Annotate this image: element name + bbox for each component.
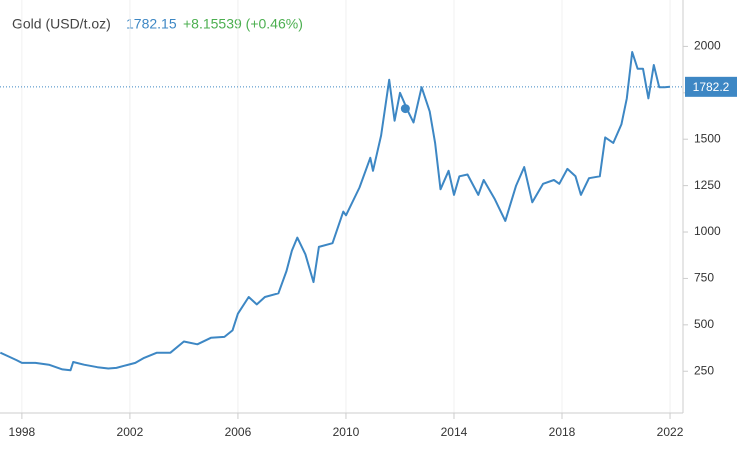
x-tick-label: 2002 (117, 425, 144, 439)
x-tick-label: 2010 (333, 425, 360, 439)
price: 1782.15 (126, 16, 177, 32)
y-tick-label: 750 (694, 271, 714, 285)
price-line (0, 51, 671, 372)
x-tick-label: 2022 (657, 425, 684, 439)
y-tick-label: 1250 (694, 178, 721, 192)
x-tick-label: 2014 (441, 425, 468, 439)
chart-title: Gold (USD/t.oz) (12, 16, 111, 32)
highlight-point (400, 104, 410, 114)
x-tick-label: 1998 (9, 425, 36, 439)
y-tick-label: 250 (694, 363, 714, 377)
change: +8.15539 (+0.46%) (183, 16, 303, 32)
y-tick-label: 500 (694, 317, 714, 331)
last-value-box (685, 76, 737, 97)
x-tick-label: 2006 (225, 425, 252, 439)
last-value-label: 1782.2 (693, 80, 730, 94)
x-tick-label: 2018 (549, 425, 576, 439)
y-tick-label: 2000 (694, 39, 721, 53)
y-tick-label: 1000 (694, 224, 721, 238)
y-tick-label: 1500 (694, 131, 721, 145)
